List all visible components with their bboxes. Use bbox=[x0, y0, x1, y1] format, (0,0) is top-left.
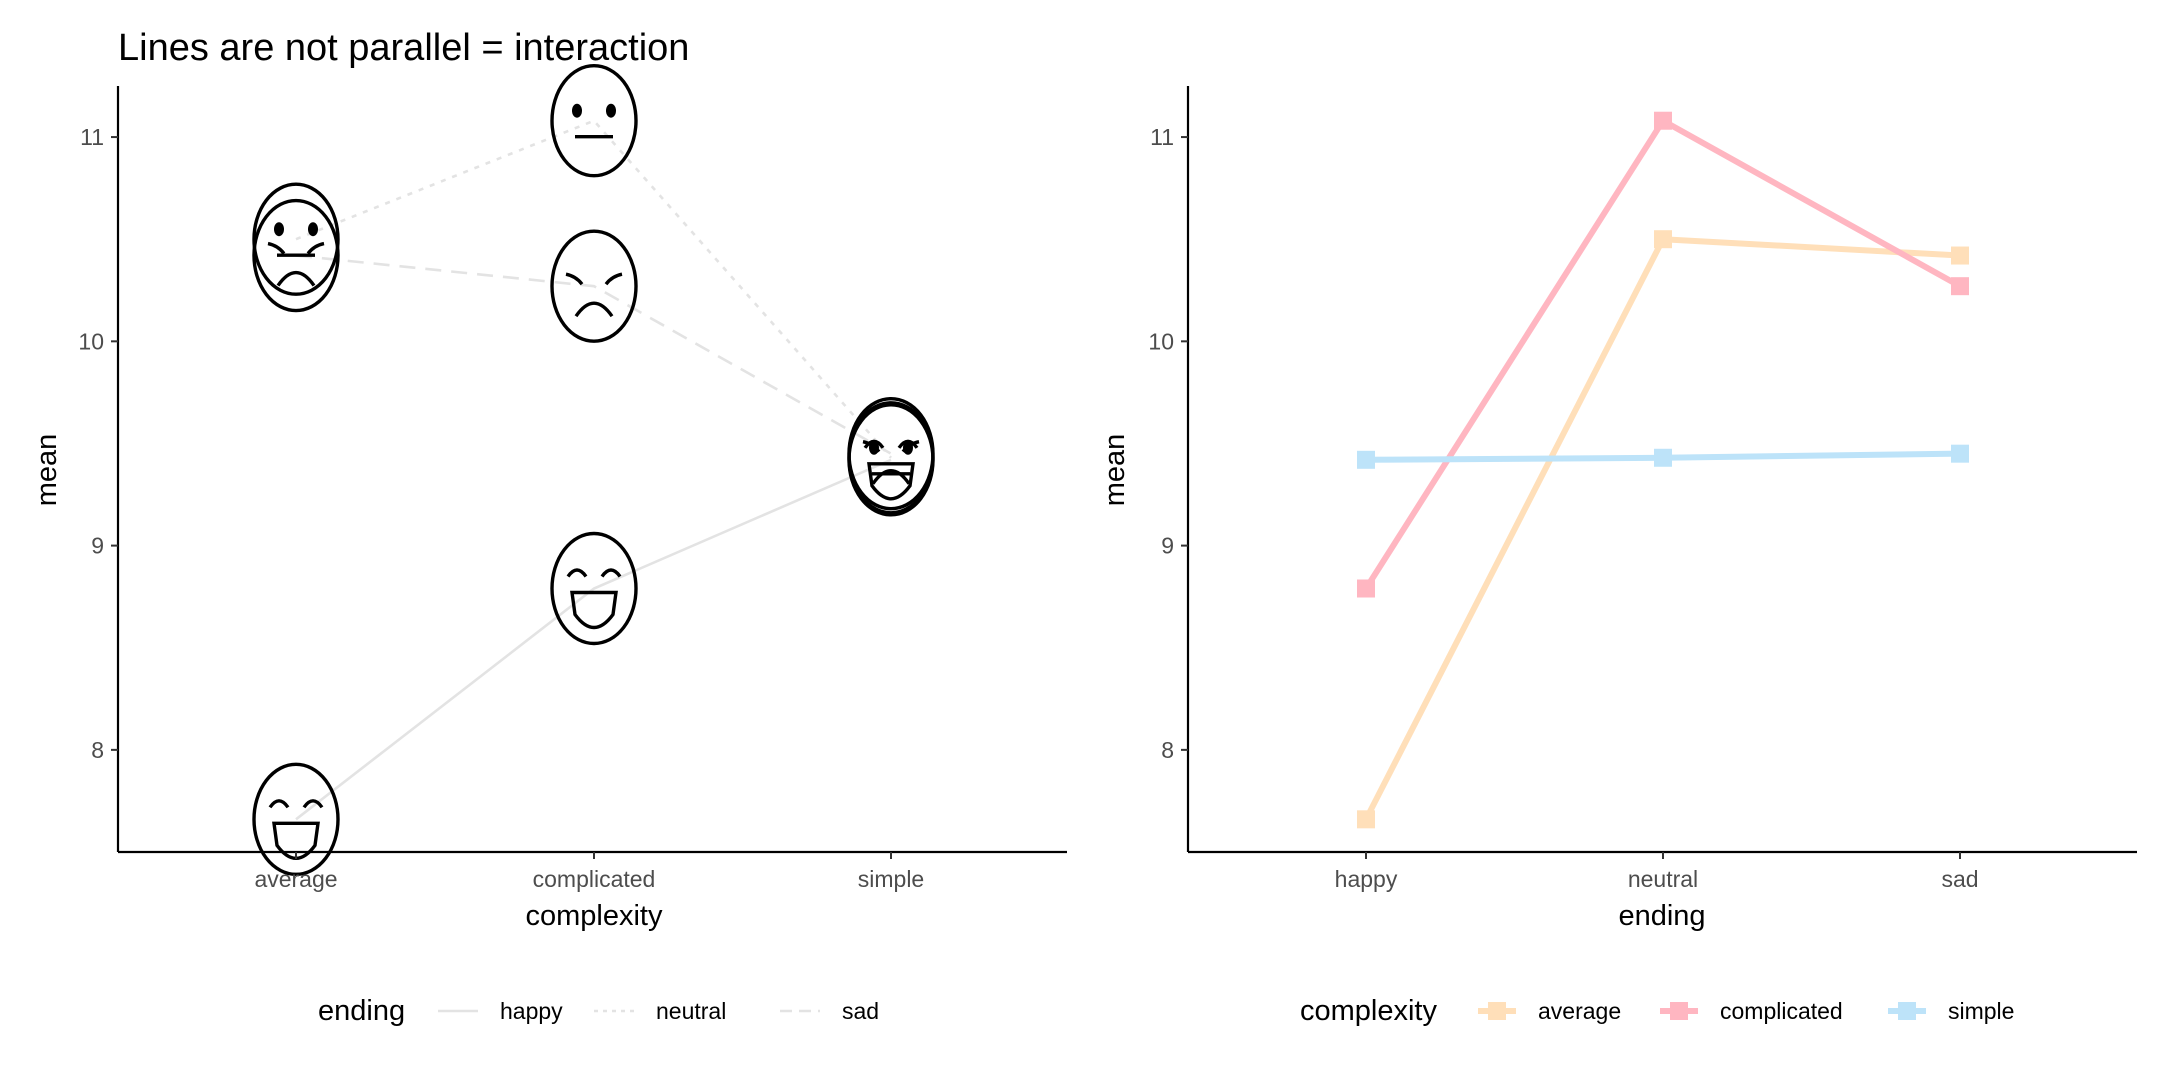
legend-label-average: average bbox=[1538, 998, 1621, 1024]
left-legend: ending happy neutral sad bbox=[318, 995, 879, 1027]
right-axes: 8 9 10 11 happy neutral sad bbox=[1148, 86, 2137, 892]
series-line-complicated bbox=[1363, 117, 1962, 591]
right-x-tick-label: happy bbox=[1335, 866, 1398, 892]
series-line-average bbox=[1363, 236, 1961, 821]
series-line-neutral bbox=[295, 119, 892, 459]
laughing-face-icon bbox=[252, 762, 340, 877]
right-panel: 8 9 10 11 happy neutral sad ending mean comple… bbox=[1099, 86, 2137, 1027]
left-y-tick-label: 9 bbox=[91, 533, 104, 559]
data-point-average bbox=[1357, 810, 1375, 829]
legend-label-complicated: complicated bbox=[1720, 998, 1843, 1024]
right-y-tick-label: 10 bbox=[1148, 328, 1174, 354]
right-y-tick-label: 8 bbox=[1161, 737, 1174, 763]
left-axes: 8 9 10 11 average complicated simple bbox=[78, 86, 1067, 892]
right-x-tick-label: neutral bbox=[1628, 866, 1698, 892]
left-x-tick-label: complicated bbox=[533, 866, 656, 892]
series-line-sad bbox=[295, 254, 892, 455]
left-y-tick-label: 8 bbox=[91, 737, 104, 763]
neutral-face-icon bbox=[550, 64, 638, 178]
legend-key-marker-complicated bbox=[1670, 1002, 1688, 1020]
data-point-complicated bbox=[1951, 277, 1969, 296]
legend-label-sad: sad bbox=[842, 998, 879, 1024]
legend-key-marker-simple bbox=[1898, 1002, 1916, 1020]
data-point-simple bbox=[1951, 444, 1969, 463]
data-point-average bbox=[1654, 230, 1672, 249]
data-point-simple bbox=[1654, 448, 1672, 467]
left-x-tick-label: average bbox=[254, 866, 337, 892]
left-y-axis-title: mean bbox=[31, 434, 63, 507]
left-legend-title: ending bbox=[318, 995, 405, 1027]
right-x-axis-title: ending bbox=[1618, 900, 1705, 932]
sad-face-icon bbox=[550, 229, 638, 343]
data-point-complicated bbox=[1654, 111, 1672, 130]
left-panel: Lines are not parallel = interaction 8 9 1… bbox=[31, 27, 1067, 1027]
right-y-tick-label: 11 bbox=[1150, 124, 1174, 150]
series-line-happy bbox=[295, 458, 892, 821]
right-y-tick-label: 9 bbox=[1161, 533, 1174, 559]
left-series-lines bbox=[295, 119, 892, 821]
legend-label-simple: simple bbox=[1948, 998, 2014, 1024]
legend-label-happy: happy bbox=[500, 998, 563, 1024]
legend-label-neutral: neutral bbox=[656, 998, 726, 1024]
right-y-axis-title: mean bbox=[1099, 434, 1131, 507]
neutral-face-icon bbox=[252, 182, 340, 296]
left-chart-title: Lines are not parallel = interaction bbox=[118, 27, 689, 69]
sad-face-icon bbox=[847, 396, 935, 511]
left-x-tick-label: simple bbox=[858, 866, 924, 892]
data-point-average bbox=[1951, 246, 1969, 265]
sad-face-icon bbox=[252, 198, 340, 313]
left-y-tick-label: 11 bbox=[80, 124, 104, 150]
legend-key-marker-average bbox=[1488, 1002, 1506, 1020]
right-legend-title: complexity bbox=[1300, 995, 1437, 1027]
laughing-face-icon bbox=[550, 531, 638, 646]
data-point-simple bbox=[1357, 450, 1375, 469]
right-legend: complexity average complicated simple bbox=[1300, 995, 2014, 1027]
data-point-complicated bbox=[1357, 579, 1375, 598]
left-y-tick-label: 10 bbox=[78, 328, 104, 354]
right-series-lines bbox=[1357, 111, 1969, 829]
right-x-tick-label: sad bbox=[1941, 866, 1978, 892]
left-face-markers bbox=[252, 64, 935, 877]
left-x-axis-title: complexity bbox=[526, 900, 663, 932]
